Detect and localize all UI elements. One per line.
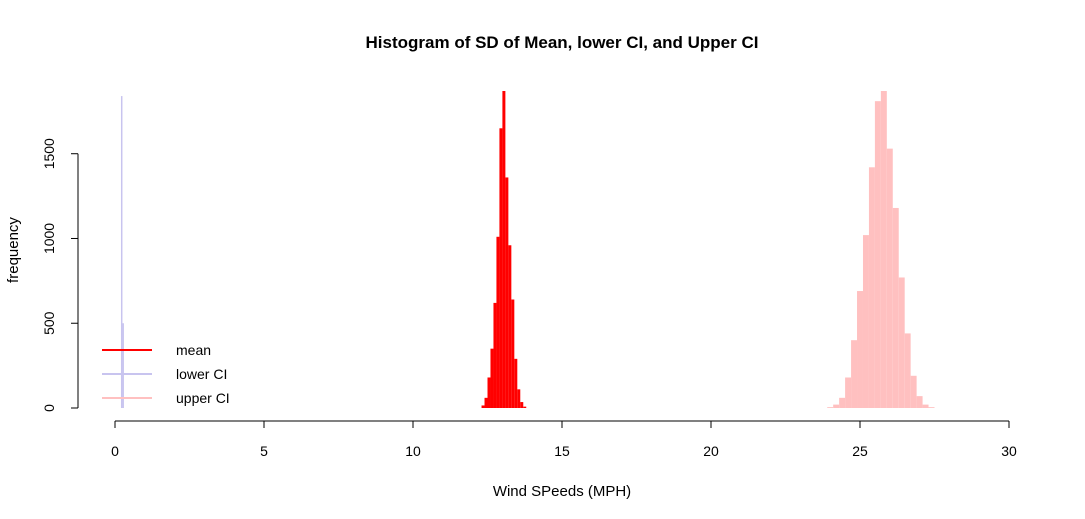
bar-upper-ci-17 bbox=[928, 407, 935, 408]
bar-upper-ci-15 bbox=[916, 396, 923, 408]
bar-upper-ci-9 bbox=[880, 91, 887, 408]
chart-title: Histogram of SD of Mean, lower CI, and U… bbox=[366, 33, 759, 52]
bar-upper-ci-10 bbox=[886, 148, 893, 409]
bar-upper-ci-3 bbox=[845, 377, 852, 408]
legend-label-mean: mean bbox=[176, 342, 211, 358]
axes-layer: 0 5 10 15 20 25 30 0 500 1000 1500 bbox=[41, 138, 1017, 459]
bar-mean-6 bbox=[499, 128, 503, 408]
bar-mean-4 bbox=[493, 302, 497, 408]
bar-mean-5 bbox=[496, 236, 500, 408]
bar-mean-8 bbox=[505, 177, 509, 408]
x-tick-label-25: 25 bbox=[852, 443, 868, 459]
x-tick-label-10: 10 bbox=[405, 443, 421, 459]
bar-upper-ci-6 bbox=[862, 235, 869, 408]
bar-upper-ci-16 bbox=[922, 404, 929, 408]
x-tick-label-15: 15 bbox=[554, 443, 570, 459]
bar-mean-11 bbox=[514, 358, 518, 408]
bar-mean-7 bbox=[502, 91, 506, 408]
bar-upper-ci-1 bbox=[833, 404, 840, 408]
bar-mean-14 bbox=[523, 406, 527, 408]
y-axis-title: frequency bbox=[5, 217, 22, 283]
y-tick-label-0: 0 bbox=[41, 404, 57, 412]
bar-mean-13 bbox=[520, 402, 524, 408]
legend: mean lower CI upper CI bbox=[102, 342, 230, 406]
legend-label-upper-ci: upper CI bbox=[176, 390, 230, 406]
y-tick-label-1000: 1000 bbox=[41, 223, 57, 254]
bar-mean-2 bbox=[487, 377, 491, 408]
x-axis-title: Wind SPeeds (MPH) bbox=[493, 483, 631, 500]
legend-label-lower-ci: lower CI bbox=[176, 366, 227, 382]
bar-mean-1 bbox=[484, 397, 488, 408]
bar-upper-ci-5 bbox=[857, 291, 863, 408]
bar-upper-ci-7 bbox=[868, 167, 875, 408]
bar-lower-ci-1 bbox=[122, 323, 124, 408]
bar-upper-ci-12 bbox=[898, 277, 905, 408]
x-tick-label-5: 5 bbox=[260, 443, 268, 459]
bars-layer bbox=[120, 91, 935, 409]
bar-upper-ci-2 bbox=[839, 397, 846, 408]
bar-upper-ci-4 bbox=[851, 340, 858, 408]
x-tick-label-30: 30 bbox=[1001, 443, 1017, 459]
bar-upper-ci-11 bbox=[892, 207, 899, 408]
bar-mean-3 bbox=[490, 348, 494, 408]
bar-upper-ci-14 bbox=[910, 375, 917, 408]
bar-mean-12 bbox=[517, 389, 521, 408]
y-tick-label-500: 500 bbox=[41, 311, 57, 335]
bar-mean-0 bbox=[481, 405, 485, 408]
x-tick-label-0: 0 bbox=[111, 443, 119, 459]
bar-upper-ci-13 bbox=[904, 333, 911, 408]
bar-mean-10 bbox=[511, 299, 515, 408]
bar-mean-9 bbox=[508, 245, 512, 408]
x-tick-label-20: 20 bbox=[703, 443, 719, 459]
bar-lower-ci-0 bbox=[120, 96, 123, 408]
y-tick-label-1500: 1500 bbox=[41, 138, 57, 169]
bar-upper-ci-8 bbox=[874, 101, 881, 409]
bar-upper-ci-0 bbox=[827, 407, 834, 408]
